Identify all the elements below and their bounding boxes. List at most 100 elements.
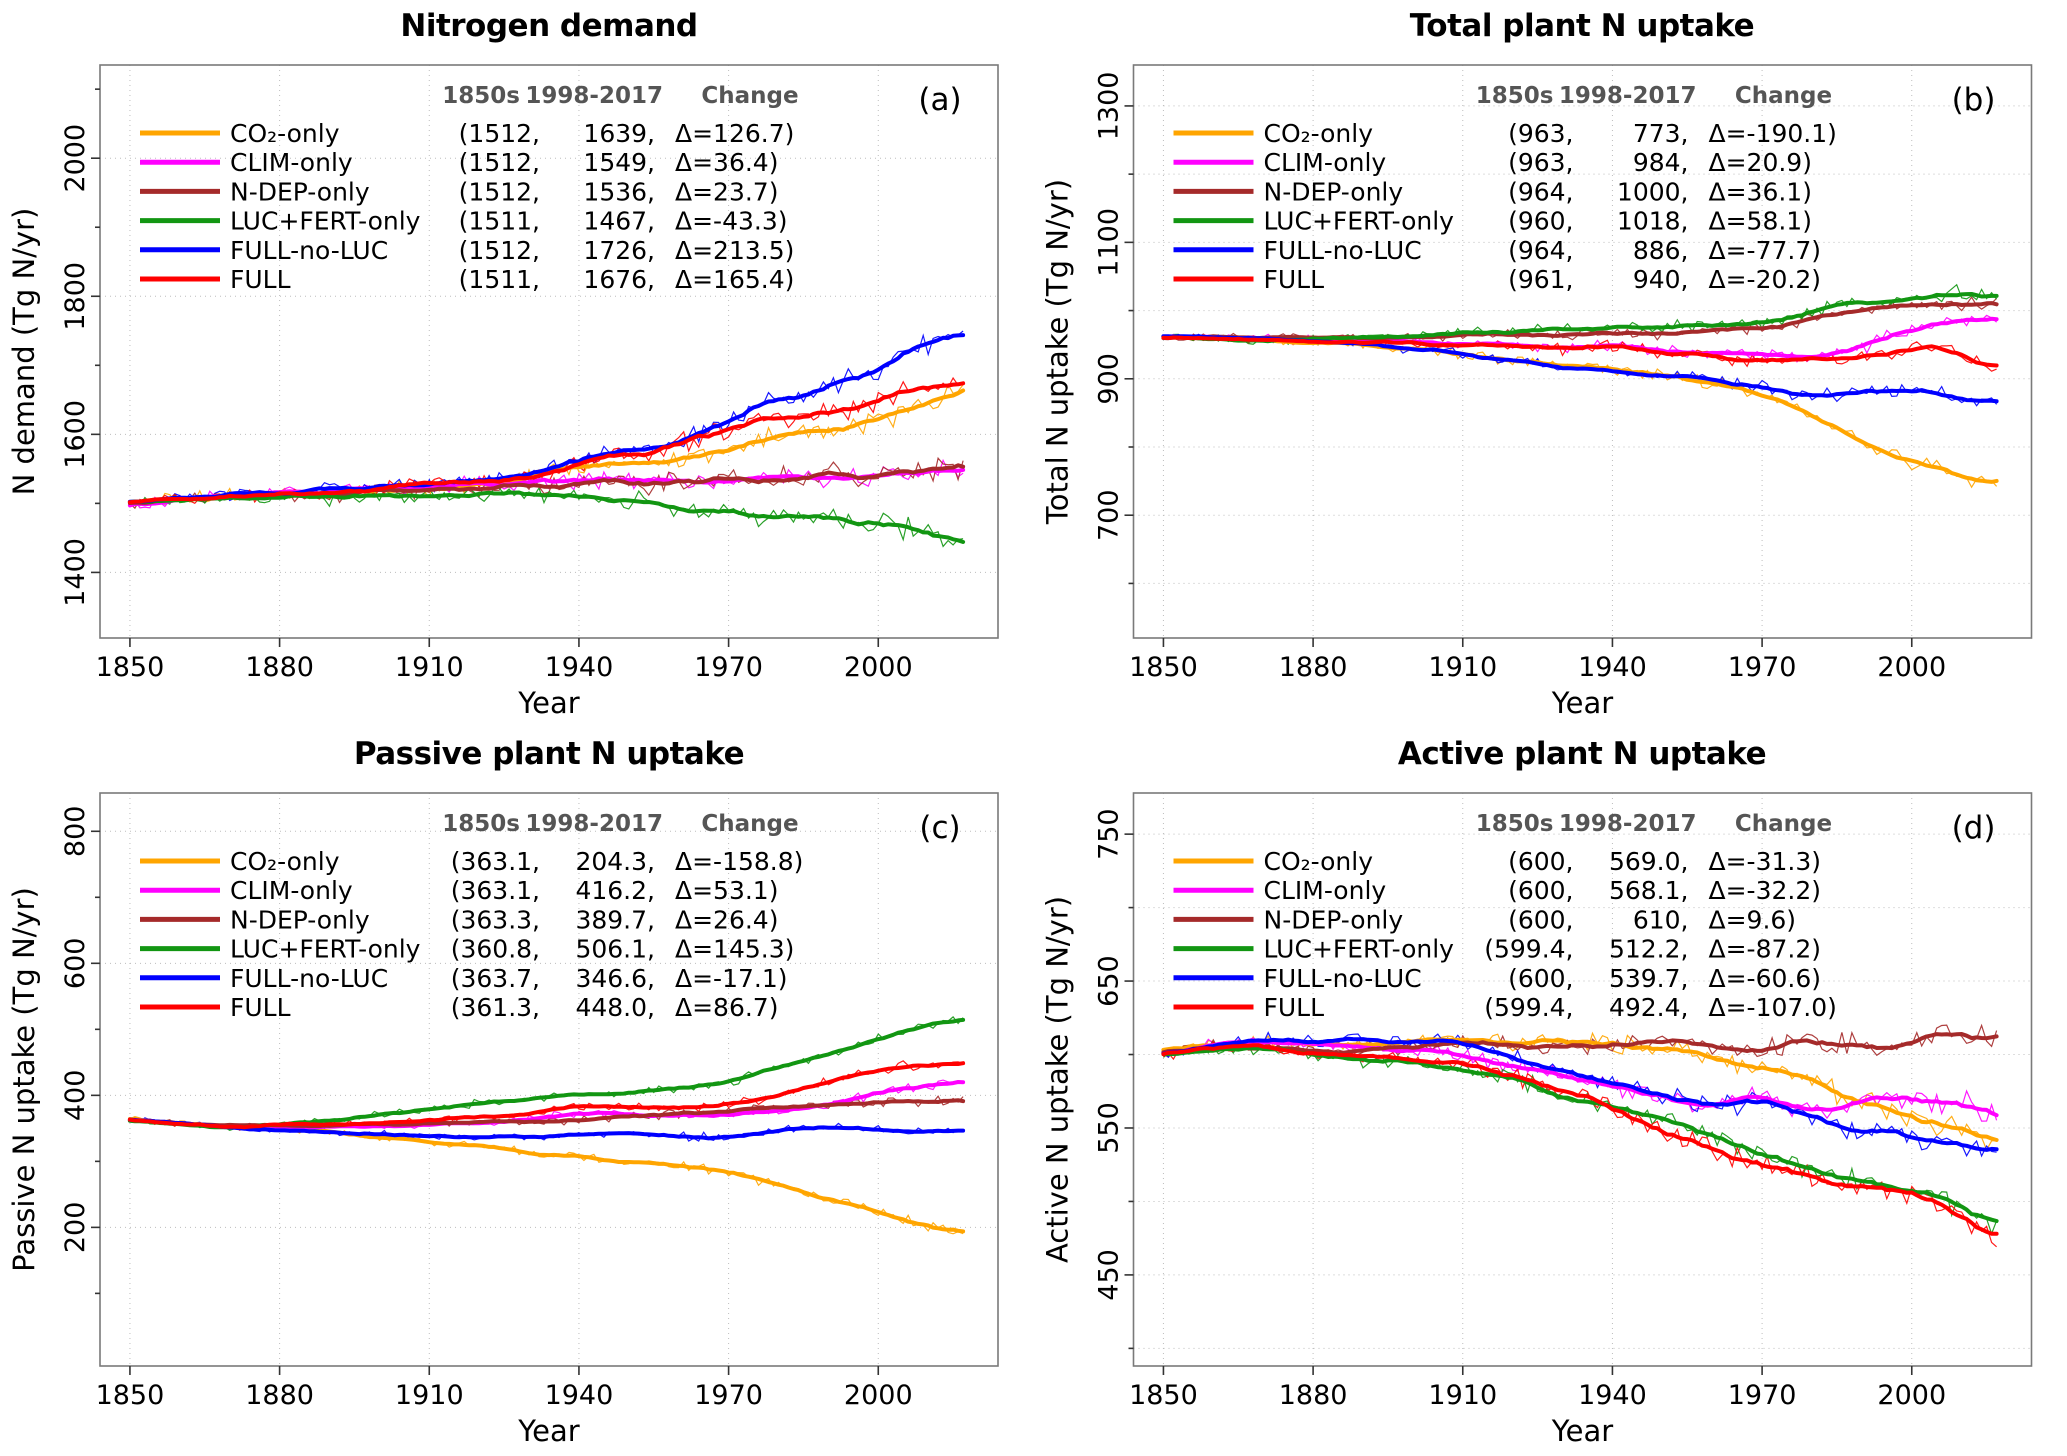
legend-value-1850s: (363.7, bbox=[451, 964, 540, 993]
axis-ticks bbox=[1124, 833, 1913, 1375]
legend-header-1850s: 1850s bbox=[1476, 83, 1554, 109]
legend-header-1850s: 1850s bbox=[442, 83, 520, 109]
legend-label-CO₂-only: CO₂-only bbox=[1264, 847, 1374, 876]
y-tick-label: 1600 bbox=[60, 400, 91, 469]
legend-value-change: Δ=20.9) bbox=[1709, 148, 1812, 177]
legend-value-change: Δ=53.1) bbox=[675, 876, 778, 905]
legend: 1850s 1998-2017 Change CO₂-only (1512, 1639, Δ… bbox=[140, 83, 799, 294]
legend-label-FULL-no-LUC: FULL-no-LUC bbox=[1264, 964, 1422, 993]
plot-frame bbox=[99, 792, 999, 1367]
x-tick-label: 1880 bbox=[245, 652, 314, 683]
legend-label-CO₂-only: CO₂-only bbox=[230, 119, 340, 148]
legend-value-1998-2017: 389.7, bbox=[575, 905, 655, 934]
legend-label-CLIM-only: CLIM-only bbox=[1264, 148, 1387, 177]
series-smoothed-FULL bbox=[1161, 335, 1999, 368]
legend-value-change: Δ=58.1) bbox=[1709, 207, 1812, 236]
legend-value-change: Δ=-87.2) bbox=[1709, 935, 1822, 964]
panel-a-plot: 1850 1880 1910 1940 1970 2000 1400 1600 1800 2000… bbox=[7, 64, 999, 720]
y-tick-label: 650 bbox=[1094, 955, 1125, 1007]
panel-letter: (b) bbox=[1952, 82, 1996, 118]
thin-lines bbox=[1163, 283, 1998, 489]
x-tick-label: 1880 bbox=[1279, 652, 1348, 683]
plot-frame bbox=[99, 64, 999, 639]
legend-label-FULL-no-LUC: FULL-no-LUC bbox=[230, 964, 388, 993]
x-tick-label: 1850 bbox=[96, 652, 165, 683]
legend-value-1998-2017: 773, bbox=[1633, 119, 1689, 148]
legend-value-change: Δ=-190.1) bbox=[1709, 119, 1837, 148]
legend-header-change: Change bbox=[701, 83, 798, 109]
legend: 1850s 1998-2017 Change CO₂-only (963, 773, Δ=-… bbox=[1173, 83, 1837, 294]
legend-label-LUC+FERT-only: LUC+FERT-only bbox=[230, 935, 421, 964]
legend-value-1850s: (1511, bbox=[459, 207, 540, 236]
legend-label-FULL-no-LUC: FULL-no-LUC bbox=[230, 236, 388, 265]
legend-label-FULL: FULL bbox=[230, 265, 291, 294]
legend-value-1850s: (599.4, bbox=[1484, 993, 1573, 1022]
legend-header-change: Change bbox=[1735, 811, 1832, 837]
y-tick-label: 200 bbox=[60, 1202, 91, 1254]
legend-value-1998-2017: 539.7, bbox=[1609, 964, 1689, 993]
x-axis-title: Year bbox=[1551, 1414, 1613, 1448]
legend-label-FULL-no-LUC: FULL-no-LUC bbox=[1264, 236, 1422, 265]
x-tick-label: 1880 bbox=[245, 1380, 314, 1411]
legend-header-1850s: 1850s bbox=[442, 811, 520, 837]
legend-value-change: Δ=36.4) bbox=[675, 148, 778, 177]
y-tick-label: 600 bbox=[60, 938, 91, 990]
legend-value-1850s: (600, bbox=[1508, 847, 1573, 876]
smoothed-lines bbox=[127, 1017, 966, 1234]
legend-value-1850s: (963, bbox=[1508, 148, 1573, 177]
panel-c: Passive plant N uptake 1850 1880 1910 1940 1… bbox=[0, 728, 1033, 1456]
series-annual-LUC+FERT-only bbox=[129, 1016, 964, 1131]
legend-value-change: Δ=26.4) bbox=[675, 905, 778, 934]
legend-label-FULL: FULL bbox=[230, 993, 291, 1022]
panel-letter: (d) bbox=[1952, 810, 1996, 846]
legend-label-LUC+FERT-only: LUC+FERT-only bbox=[1264, 935, 1455, 964]
legend-value-1850s: (1511, bbox=[459, 265, 540, 294]
plot-frame bbox=[1132, 64, 2033, 639]
series-smoothed-CO₂-only bbox=[1161, 334, 1999, 484]
x-tick-label: 1940 bbox=[545, 1380, 614, 1411]
x-tick-label: 1850 bbox=[96, 1380, 165, 1411]
x-tick-label: 1910 bbox=[1428, 1380, 1497, 1411]
legend-value-1998-2017: 886, bbox=[1633, 236, 1689, 265]
panel-a: Nitrogen demand 1850 1880 1910 1940 1970 2000… bbox=[0, 0, 1033, 728]
series-annual-CLIM-only bbox=[129, 458, 964, 509]
y-tick-label: 1300 bbox=[1094, 72, 1125, 141]
legend-value-1850s: (961, bbox=[1508, 265, 1573, 294]
y-axis-title: Total N uptake (Tg N/yr) bbox=[1041, 179, 1075, 525]
legend-value-1850s: (1512, bbox=[459, 236, 540, 265]
legend-value-1998-2017: 940, bbox=[1633, 265, 1689, 294]
panel-letter: (c) bbox=[919, 810, 960, 846]
x-tick-label: 1970 bbox=[1728, 1380, 1797, 1411]
legend-value-1998-2017: 512.2, bbox=[1609, 935, 1689, 964]
grid bbox=[100, 65, 998, 638]
panel-c-plot: 1850 1880 1910 1940 1970 2000 200 400 600 800 Pass… bbox=[7, 792, 999, 1448]
legend-header-change: Change bbox=[1735, 83, 1832, 109]
series-smoothed-FULL-no-LUC bbox=[127, 1117, 966, 1141]
legend-label-CLIM-only: CLIM-only bbox=[1264, 876, 1387, 905]
legend-label-N-DEP-only: N-DEP-only bbox=[230, 177, 370, 206]
legend-value-1998-2017: 569.0, bbox=[1609, 847, 1689, 876]
y-tick-label: 700 bbox=[1094, 489, 1125, 541]
series-annual-LUC+FERT-only bbox=[1163, 1043, 1998, 1236]
panel-a-title: Nitrogen demand bbox=[400, 8, 698, 44]
x-tick-label: 2000 bbox=[844, 1380, 913, 1411]
series-smoothed-FULL bbox=[1161, 1043, 1999, 1236]
smoothed-lines bbox=[1161, 292, 1999, 484]
legend-value-1998-2017: 1549, bbox=[583, 148, 655, 177]
legend-value-1850s: (363.3, bbox=[451, 905, 540, 934]
panel-d-plot: 1850 1880 1910 1940 1970 2000 450 550 650 750 Acti… bbox=[1041, 792, 2033, 1448]
thin-lines bbox=[129, 330, 964, 548]
y-tick-label: 1400 bbox=[60, 538, 91, 607]
x-tick-label: 1850 bbox=[1129, 652, 1198, 683]
legend-value-change: Δ=-77.7) bbox=[1709, 236, 1822, 265]
panel-b: Total plant N uptake 1850 1880 1910 1940 197… bbox=[1033, 0, 2067, 728]
x-tick-label: 1850 bbox=[1129, 1380, 1198, 1411]
legend-value-1850s: (964, bbox=[1508, 177, 1573, 206]
legend-value-1850s: (599.4, bbox=[1484, 935, 1573, 964]
legend-value-1998-2017: 1000, bbox=[1617, 177, 1689, 206]
y-tick-label: 1800 bbox=[60, 262, 91, 331]
x-axis-title: Year bbox=[517, 1414, 579, 1448]
legend-label-LUC+FERT-only: LUC+FERT-only bbox=[230, 207, 421, 236]
legend-label-FULL: FULL bbox=[1264, 993, 1325, 1022]
thin-lines bbox=[1163, 1023, 1998, 1248]
